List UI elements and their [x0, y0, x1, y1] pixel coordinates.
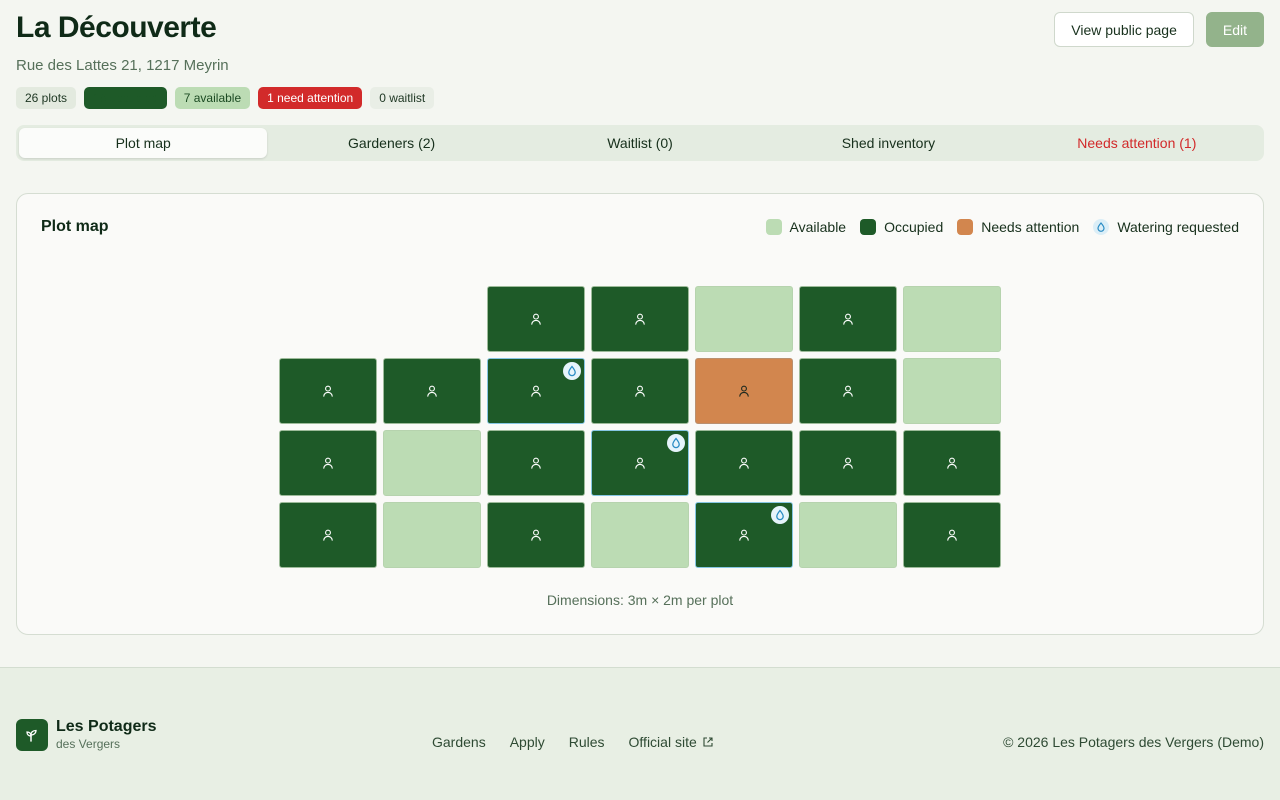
occupied-count-badge: 18 occupied: [84, 87, 167, 109]
tab-waitlist[interactable]: Waitlist (0): [607, 135, 673, 151]
official-site-label: Official site: [628, 734, 697, 750]
gardener-icon: [947, 529, 957, 541]
footer-link-apply[interactable]: Apply: [509, 734, 545, 750]
stats-badges: 26 plots 18 occupied 7 available 1 need …: [16, 87, 1264, 109]
footer-link-gardens[interactable]: Gardens: [432, 734, 486, 750]
legend-watering: Watering requested: [1093, 219, 1239, 235]
footer-link-rules[interactable]: Rules: [568, 734, 605, 750]
header-actions: View public page Edit: [1054, 12, 1264, 47]
watering-requested-icon: [771, 506, 789, 524]
plot-occupied[interactable]: [487, 286, 585, 352]
plot-occupied[interactable]: [487, 358, 585, 424]
gardener-icon: [531, 385, 541, 397]
plot-occupied[interactable]: [799, 286, 897, 352]
page-title: La Découverte: [16, 11, 217, 44]
gardener-icon: [323, 457, 333, 469]
view-public-page-button[interactable]: View public page: [1054, 12, 1194, 47]
legend-occupied: Occupied: [860, 219, 943, 235]
available-swatch: [765, 219, 782, 235]
plot-occupied[interactable]: [799, 430, 897, 496]
legend-available: Available: [765, 219, 847, 235]
tab-needs-attention[interactable]: Needs attention (1): [1077, 135, 1197, 151]
plot-occupied[interactable]: [695, 430, 793, 496]
plot-occupied[interactable]: [487, 430, 585, 496]
plot-available[interactable]: [799, 502, 897, 568]
gardener-icon: [843, 313, 853, 325]
page-header: La Découverte Rue des Lattes 21, 1217 Me…: [16, 10, 1264, 109]
waitlist-count-badge: 0 waitlist: [370, 87, 435, 109]
legend-watering-label: Watering requested: [1117, 219, 1239, 235]
tab-plot-map[interactable]: Plot map: [19, 128, 268, 158]
gardener-icon: [843, 457, 853, 469]
plot-occupied[interactable]: [279, 358, 377, 424]
legend-attention: Needs attention: [957, 219, 1079, 235]
plot-map-legend: Available Occupied Needs attention Water…: [765, 219, 1239, 235]
plot-map-title: Plot map: [41, 218, 109, 235]
plot-occupied[interactable]: [903, 502, 1001, 568]
gardener-icon: [843, 385, 853, 397]
legend-attention-label: Needs attention: [981, 219, 1080, 235]
footer-nav: Gardens Apply Rules Official site: [432, 734, 714, 750]
plot-occupied[interactable]: [591, 430, 689, 496]
tab-gardeners[interactable]: Gardeners (2): [348, 135, 436, 151]
attention-count-badge: 1 need attention: [258, 87, 363, 109]
available-count-badge: 7 available: [174, 87, 251, 109]
brand-text: Les Potagers des Vergers: [56, 718, 156, 752]
gardener-icon: [427, 385, 437, 397]
gardener-icon: [739, 529, 749, 541]
gardener-icon: [323, 529, 333, 541]
site-footer: Les Potagers des Vergers Gardens Apply R…: [0, 667, 1280, 800]
plot-attention[interactable]: [695, 358, 793, 424]
sprout-logo-icon: [16, 719, 48, 751]
edit-button[interactable]: Edit: [1205, 12, 1264, 47]
plot-available[interactable]: [695, 286, 793, 352]
gardener-icon: [947, 457, 957, 469]
water-drop-icon: [1093, 219, 1110, 235]
plot-occupied[interactable]: [591, 358, 689, 424]
brand-name: Les Potagers: [56, 718, 157, 735]
plot-occupied[interactable]: [591, 286, 689, 352]
plot-dimensions: Dimensions: 3m × 2m per plot: [546, 592, 734, 608]
plot-occupied[interactable]: [487, 502, 585, 568]
plot-occupied[interactable]: [695, 502, 793, 568]
attention-swatch: [957, 219, 974, 235]
plot-available[interactable]: [383, 502, 481, 568]
plot-occupied[interactable]: [383, 358, 481, 424]
plots-count-badge: 26 plots: [16, 87, 77, 109]
footer-link-official-site[interactable]: Official site: [629, 734, 714, 750]
gardener-icon: [739, 385, 749, 397]
legend-available-label: Available: [789, 219, 847, 235]
occupied-swatch: [860, 219, 877, 235]
gardener-icon: [323, 385, 333, 397]
gardener-icon: [531, 313, 541, 325]
external-link-icon: [703, 737, 713, 747]
gardener-icon: [531, 529, 541, 541]
plot-occupied[interactable]: [903, 430, 1001, 496]
brand-subtitle: des Vergers: [56, 737, 121, 751]
gardener-icon: [739, 457, 749, 469]
gardener-icon: [635, 313, 645, 325]
plot-occupied[interactable]: [799, 358, 897, 424]
plot-available[interactable]: [903, 286, 1001, 352]
watering-requested-icon: [667, 434, 685, 452]
plot-available[interactable]: [383, 430, 481, 496]
gardener-icon: [531, 457, 541, 469]
plot-available[interactable]: [591, 502, 689, 568]
legend-occupied-label: Occupied: [884, 219, 944, 235]
plot-occupied[interactable]: [279, 430, 377, 496]
footer-brand[interactable]: Les Potagers des Vergers: [16, 718, 156, 752]
plot-available[interactable]: [903, 358, 1001, 424]
tab-shed-inventory[interactable]: Shed inventory: [841, 135, 936, 151]
garden-tabs: Plot map Gardeners (2) Waitlist (0) Shed…: [16, 125, 1264, 161]
watering-requested-icon: [563, 362, 581, 380]
garden-address: Rue des Lattes 21, 1217 Meyrin: [16, 57, 229, 74]
plot-map-card: Plot map Available Occupied Needs attent…: [16, 193, 1264, 635]
gardener-icon: [635, 385, 645, 397]
copyright: © 2026 Les Potagers des Vergers (Demo): [1003, 734, 1264, 750]
plot-occupied[interactable]: [279, 502, 377, 568]
gardener-icon: [635, 457, 645, 469]
